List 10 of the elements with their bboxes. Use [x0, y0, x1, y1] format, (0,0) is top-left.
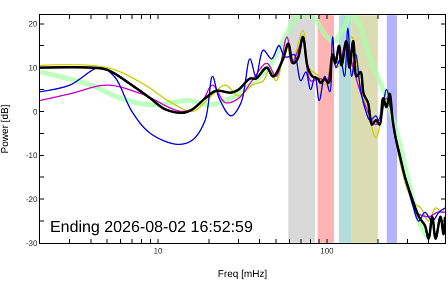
y-tick-label: -10 — [26, 151, 38, 160]
x-tick-label: 100 — [320, 246, 334, 256]
y-tick-label: 20 — [28, 20, 38, 29]
y-tick-label: -20 — [26, 194, 38, 204]
y-tick-label: 0 — [32, 107, 38, 116]
y-axis-title: Power [dB] — [0, 104, 11, 154]
y-tick-label: 10 — [28, 63, 38, 72]
annotation: Ending 2026-08-02 16:52:59 — [50, 219, 253, 236]
x-axis-title: Freq [mHz] — [218, 269, 268, 280]
y-tick-label: -30 — [26, 238, 38, 248]
